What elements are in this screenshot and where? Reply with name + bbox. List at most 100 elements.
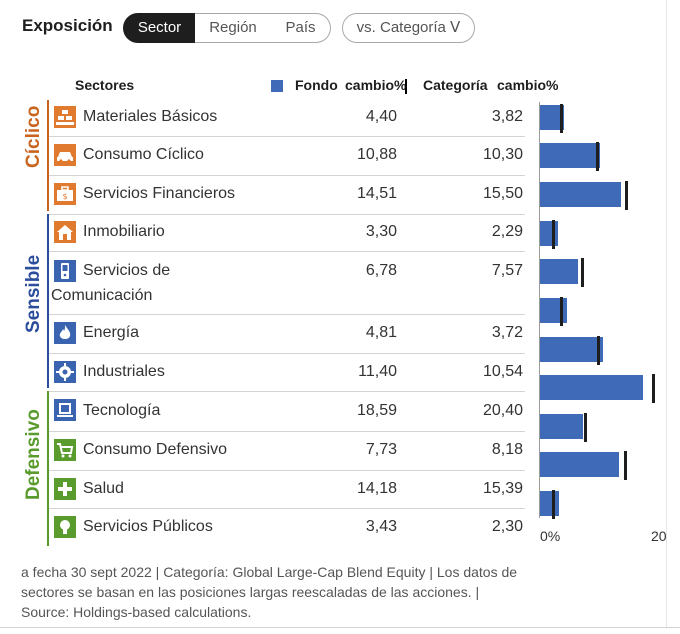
fund-bar bbox=[540, 375, 643, 400]
category-value: 3,72 bbox=[491, 324, 523, 341]
sector-name: Tecnología bbox=[83, 402, 161, 419]
briefcase-icon: $ bbox=[54, 183, 76, 205]
tab-sector[interactable]: Sector bbox=[123, 13, 196, 43]
category-value: 20,40 bbox=[482, 402, 523, 419]
flame-icon bbox=[54, 322, 76, 344]
fund-value: 14,18 bbox=[356, 480, 397, 497]
bulb-icon bbox=[54, 516, 76, 538]
fund-value: 6,78 bbox=[365, 262, 397, 279]
chart-axis bbox=[539, 102, 540, 518]
table-row[interactable]: Servicios de Comunicación 6,78 7,57 bbox=[49, 251, 525, 315]
category-marker bbox=[552, 490, 555, 519]
exposure-title: Exposición bbox=[22, 16, 113, 35]
cart-icon bbox=[54, 439, 76, 461]
sector-name: Materiales Básicos bbox=[83, 108, 218, 125]
category-marker bbox=[560, 297, 563, 326]
column-header-category-change: cambio% bbox=[497, 77, 559, 93]
sector-name: Energía bbox=[83, 324, 140, 341]
table-row[interactable]: Consumo Cíclico 10,88 10,30 bbox=[49, 136, 525, 176]
svg-text:$: $ bbox=[62, 192, 67, 201]
column-header-fund: Fondo bbox=[295, 77, 338, 93]
axis-tick-label: 20 bbox=[651, 528, 667, 544]
fund-value: 3,30 bbox=[365, 223, 397, 240]
sector-name-continued: Comunicación bbox=[51, 287, 153, 304]
table-row[interactable]: Materiales Básicos 4,40 3,82 bbox=[49, 100, 525, 137]
tab-region[interactable]: Región bbox=[195, 13, 272, 43]
text-cursor bbox=[405, 79, 407, 94]
phone-icon bbox=[54, 260, 76, 282]
compare-dropdown[interactable]: vs. Categoría ᐯ bbox=[342, 13, 475, 43]
table-row[interactable]: Tecnología 18,59 20,40 bbox=[49, 391, 525, 432]
gear-icon bbox=[54, 361, 76, 383]
materials-icon bbox=[54, 106, 76, 128]
category-value: 2,29 bbox=[491, 223, 523, 240]
category-marker bbox=[597, 336, 600, 365]
category-value: 15,50 bbox=[482, 185, 523, 202]
car-icon bbox=[54, 144, 76, 166]
table-row[interactable]: Servicios Públicos 3,43 2,30 bbox=[49, 508, 525, 546]
fund-bar bbox=[540, 414, 583, 439]
fund-value: 14,51 bbox=[356, 185, 397, 202]
category-marker bbox=[552, 220, 555, 249]
fund-value: 4,81 bbox=[365, 324, 397, 341]
group-label-sensible: Sensible bbox=[23, 254, 44, 333]
category-marker bbox=[624, 451, 627, 480]
category-marker bbox=[652, 374, 655, 403]
column-header-sectors: Sectores bbox=[75, 77, 135, 93]
sector-name: Industriales bbox=[83, 363, 165, 380]
fund-bar bbox=[540, 491, 559, 516]
category-value: 10,30 bbox=[482, 146, 523, 163]
table-row[interactable]: Industriales 11,40 10,54 bbox=[49, 353, 525, 392]
fund-value: 18,59 bbox=[356, 402, 397, 419]
category-value: 8,18 bbox=[491, 441, 523, 458]
divider bbox=[0, 627, 680, 628]
group-bar-ciclico bbox=[47, 100, 49, 211]
footnote: a fecha 30 sept 2022 | Categoría: Global… bbox=[21, 564, 518, 620]
fund-legend-swatch bbox=[271, 80, 283, 92]
sector-name: Servicios Públicos bbox=[83, 518, 213, 535]
table-row[interactable]: Inmobiliario 3,30 2,29 bbox=[49, 214, 525, 252]
category-value: 7,57 bbox=[491, 262, 523, 279]
axis-tick-label: 0% bbox=[540, 528, 561, 544]
category-marker bbox=[581, 258, 584, 287]
group-bar-defensivo bbox=[47, 391, 49, 546]
fund-bar bbox=[540, 221, 558, 246]
group-bar-sensible bbox=[47, 214, 49, 388]
table-row[interactable]: Salud 14,18 15,39 bbox=[49, 470, 525, 509]
category-marker bbox=[560, 104, 563, 133]
category-value: 2,30 bbox=[491, 518, 523, 535]
fund-bar bbox=[540, 143, 600, 168]
sector-name: Consumo Cíclico bbox=[83, 146, 204, 163]
fund-bar bbox=[540, 182, 621, 207]
category-value: 15,39 bbox=[482, 480, 523, 497]
category-marker bbox=[596, 142, 599, 171]
sector-name: Inmobiliario bbox=[83, 223, 165, 240]
cross-icon bbox=[54, 478, 76, 500]
sector-name: Consumo Defensivo bbox=[83, 441, 228, 458]
group-label-ciclico: Cíclico bbox=[23, 105, 44, 168]
category-value: 10,54 bbox=[482, 363, 523, 380]
table-row[interactable]: Energía 4,81 3,72 bbox=[49, 314, 525, 354]
fund-value: 10,88 bbox=[356, 146, 397, 163]
fund-bar bbox=[540, 259, 578, 284]
table-row[interactable]: Consumo Defensivo 7,73 8,18 bbox=[49, 431, 525, 471]
fund-value: 7,73 bbox=[365, 441, 397, 458]
tab-country[interactable]: País bbox=[271, 13, 331, 43]
category-value: 3,82 bbox=[491, 108, 523, 125]
category-marker bbox=[625, 181, 628, 210]
fund-value: 11,40 bbox=[358, 363, 397, 380]
sector-name: Servicios de bbox=[83, 262, 171, 279]
category-marker bbox=[584, 413, 587, 442]
column-header-fund-change: cambio% bbox=[345, 77, 407, 93]
sector-name: Salud bbox=[83, 480, 124, 497]
table-row[interactable]: $ Servicios Financieros 14,51 15,50 bbox=[49, 175, 525, 215]
group-label-defensivo: Defensivo bbox=[23, 409, 44, 500]
computer-icon bbox=[54, 399, 76, 421]
fund-bar bbox=[540, 452, 619, 477]
fund-bar bbox=[540, 337, 603, 362]
sector-name: Servicios Financieros bbox=[83, 185, 236, 202]
fund-value: 4,40 bbox=[365, 108, 397, 125]
divider bbox=[666, 0, 667, 627]
fund-value: 3,43 bbox=[365, 518, 397, 535]
house-icon bbox=[54, 221, 76, 243]
